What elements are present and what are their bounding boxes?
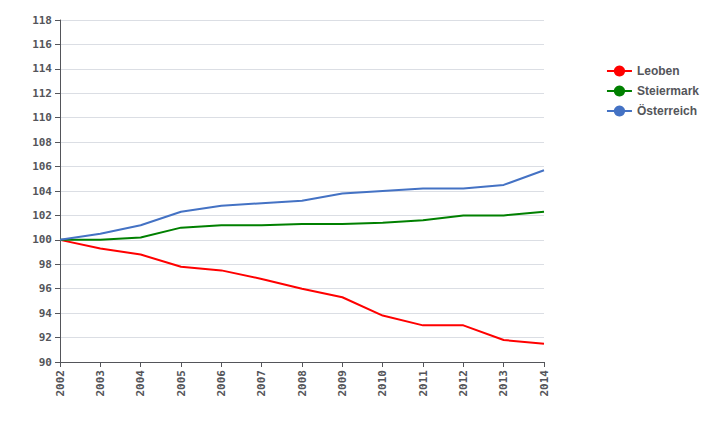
svg-text:2012: 2012 (457, 370, 470, 397)
svg-text:118: 118 (32, 14, 52, 27)
svg-text:2005: 2005 (175, 370, 188, 397)
svg-text:106: 106 (32, 160, 52, 173)
svg-text:104: 104 (32, 185, 52, 198)
svg-text:116: 116 (32, 38, 52, 51)
svg-text:92: 92 (39, 331, 52, 344)
svg-text:114: 114 (32, 62, 52, 75)
svg-text:2011: 2011 (417, 370, 430, 397)
svg-text:100: 100 (32, 233, 52, 246)
svg-text:2013: 2013 (497, 370, 510, 397)
svg-text:Steiermark: Steiermark (637, 84, 699, 98)
svg-text:2010: 2010 (376, 370, 389, 397)
svg-text:2002: 2002 (54, 370, 67, 397)
svg-text:96: 96 (39, 282, 53, 295)
svg-text:112: 112 (32, 87, 52, 100)
svg-text:Leoben: Leoben (637, 64, 680, 78)
svg-text:2014: 2014 (538, 370, 551, 397)
svg-text:2006: 2006 (215, 370, 228, 397)
svg-text:2008: 2008 (296, 370, 309, 397)
svg-text:2009: 2009 (336, 370, 349, 397)
svg-text:90: 90 (39, 356, 52, 369)
svg-text:Österreich: Österreich (637, 103, 697, 118)
svg-text:98: 98 (39, 258, 52, 271)
svg-text:2004: 2004 (134, 370, 147, 397)
svg-text:2007: 2007 (255, 370, 268, 397)
svg-text:2003: 2003 (94, 370, 107, 397)
svg-text:108: 108 (32, 136, 52, 149)
svg-text:110: 110 (32, 111, 52, 124)
svg-text:94: 94 (39, 307, 53, 320)
svg-text:102: 102 (32, 209, 52, 222)
